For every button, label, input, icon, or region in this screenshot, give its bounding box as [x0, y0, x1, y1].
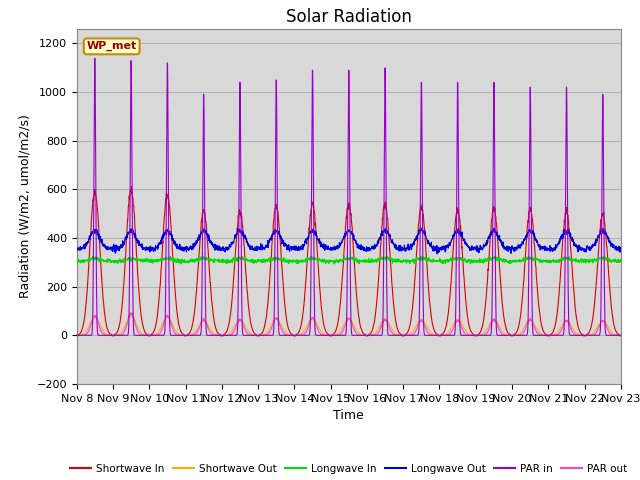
Legend: Shortwave In, Shortwave Out, Longwave In, Longwave Out, PAR in, PAR out: Shortwave In, Shortwave Out, Longwave In…: [66, 460, 632, 478]
Text: WP_met: WP_met: [86, 41, 137, 51]
Y-axis label: Radiation (W/m2, umol/m2/s): Radiation (W/m2, umol/m2/s): [18, 114, 31, 299]
Title: Solar Radiation: Solar Radiation: [286, 8, 412, 26]
X-axis label: Time: Time: [333, 409, 364, 422]
